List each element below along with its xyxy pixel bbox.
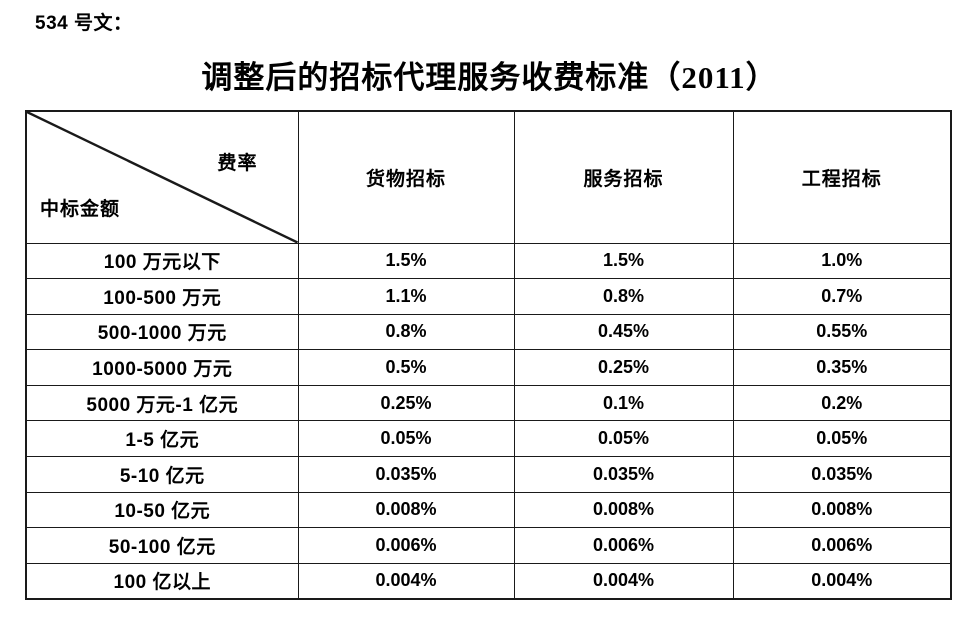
table-row: 5000 万元-1 亿元 0.25% 0.1% 0.2% [25, 384, 952, 422]
fee-cell: 1.0% [732, 242, 952, 280]
fee-cell: 0.008% [513, 491, 734, 529]
row-label: 1-5 亿元 [25, 420, 299, 458]
fee-cell: 0.1% [513, 384, 734, 422]
diagonal-line [27, 112, 297, 242]
row-label: 500-1000 万元 [25, 313, 299, 351]
corner-amount-label: 中标金额 [40, 199, 121, 220]
table-row: 50-100 亿元 0.006% 0.006% 0.006% [25, 527, 952, 564]
fee-cell: 0.8% [513, 278, 734, 315]
fee-cell: 0.035% [513, 456, 734, 493]
fee-cell: 0.004% [513, 562, 734, 600]
row-label: 100-500 万元 [25, 278, 299, 315]
column-header-engineering: 工程招标 [732, 110, 952, 244]
page-title: 调整后的招标代理服务收费标准（2011） [201, 60, 778, 95]
fee-cell: 0.035% [297, 456, 515, 493]
row-label: 5-10 亿元 [25, 456, 299, 493]
column-header-goods: 货物招标 [297, 110, 515, 244]
fee-cell: 0.05% [732, 420, 952, 458]
fee-cell: 0.5% [297, 349, 515, 386]
table-row: 100 亿以上 0.004% 0.004% 0.004% [25, 562, 952, 600]
fee-standard-table: 费率 中标金额 货物招标 服务招标 工程招标 100 万元以下 1.5% 1.5… [25, 110, 952, 600]
column-header-services: 服务招标 [513, 110, 734, 244]
fee-cell: 1.5% [513, 242, 734, 280]
row-label: 10-50 亿元 [25, 491, 299, 529]
fee-cell: 1.5% [297, 242, 515, 280]
fee-cell: 0.45% [513, 313, 734, 351]
fee-cell: 0.035% [732, 456, 952, 493]
fee-cell: 0.004% [732, 562, 952, 600]
corner-rate-label: 费率 [217, 153, 258, 174]
fee-cell: 0.006% [297, 527, 515, 564]
fee-cell: 0.25% [513, 349, 734, 386]
table-row: 1-5 亿元 0.05% 0.05% 0.05% [25, 420, 952, 458]
fee-cell: 1.1% [297, 278, 515, 315]
fee-cell: 0.55% [732, 313, 952, 351]
table-row: 100-500 万元 1.1% 0.8% 0.7% [25, 278, 952, 315]
table-header-row: 费率 中标金额 货物招标 服务招标 工程招标 [25, 110, 952, 244]
table-row: 100 万元以下 1.5% 1.5% 1.0% [25, 242, 952, 280]
fee-cell: 0.008% [297, 491, 515, 529]
doc-number-label: 534 号文： [35, 13, 133, 34]
fee-cell: 0.006% [513, 527, 734, 564]
table-row: 10-50 亿元 0.008% 0.008% 0.008% [25, 491, 952, 529]
fee-cell: 0.006% [732, 527, 952, 564]
fee-cell: 0.25% [297, 384, 515, 422]
row-label: 100 万元以下 [25, 242, 299, 280]
fee-cell: 0.35% [732, 349, 952, 386]
fee-cell: 0.004% [297, 562, 515, 600]
row-label: 5000 万元-1 亿元 [25, 384, 299, 422]
fee-cell: 0.8% [297, 313, 515, 351]
fee-cell: 0.2% [732, 384, 952, 422]
row-label: 50-100 亿元 [25, 527, 299, 564]
table-row: 1000-5000 万元 0.5% 0.25% 0.35% [25, 349, 952, 386]
fee-cell: 0.05% [297, 420, 515, 458]
row-label: 1000-5000 万元 [25, 349, 299, 386]
table-row: 500-1000 万元 0.8% 0.45% 0.55% [25, 313, 952, 351]
table-row: 5-10 亿元 0.035% 0.035% 0.035% [25, 456, 952, 493]
row-label: 100 亿以上 [25, 562, 299, 600]
diagonal-corner-cell: 费率 中标金额 [25, 110, 299, 244]
fee-cell: 0.7% [732, 278, 952, 315]
fee-cell: 0.05% [513, 420, 734, 458]
fee-cell: 0.008% [732, 491, 952, 529]
